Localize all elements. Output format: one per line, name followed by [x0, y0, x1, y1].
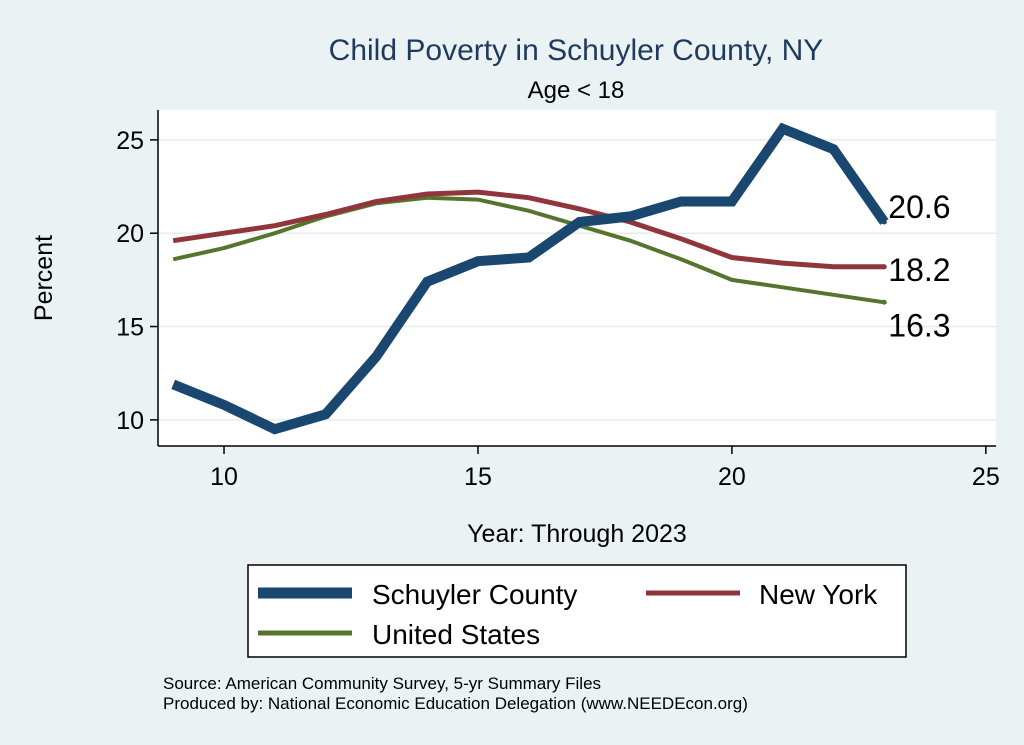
y-tick-label: 25: [116, 127, 144, 155]
series-end-point: [881, 219, 887, 225]
y-tick-label: 10: [116, 407, 144, 435]
x-tick-label: 15: [464, 463, 492, 491]
legend-label-united-states: United States: [372, 619, 540, 650]
x-axis-title: Year: Through 2023: [467, 520, 687, 548]
end-label-united-states: 16.3: [888, 307, 950, 343]
source-line-2: Produced by: National Economic Education…: [163, 694, 748, 713]
x-tick-label: 25: [972, 463, 1000, 491]
x-tick-label: 20: [718, 463, 746, 491]
series-lines: [171, 122, 889, 435]
end-label-new-york: 18.2: [888, 252, 950, 288]
series-line-united-states: [172, 195, 885, 305]
x-tick-labels: 10 15 20 25: [210, 463, 1000, 491]
y-tick-labels: 10 15 20 25: [116, 127, 144, 435]
legend-label-schuyler: Schuyler County: [372, 579, 577, 610]
end-label-schuyler: 20.6: [888, 189, 950, 225]
chart-title: Child Poverty in Schuyler County, NY: [329, 34, 824, 67]
legend-label-new-york: New York: [759, 579, 878, 610]
y-axis-title: Percent: [30, 235, 58, 321]
plot-area: [158, 110, 996, 446]
end-labels: 20.6 18.2 16.3: [888, 189, 950, 343]
gridlines: [158, 139, 996, 421]
series-line-new-york: [172, 189, 885, 270]
series-line-schuyler: [171, 122, 889, 435]
axes: [150, 110, 996, 454]
legend-box: [247, 564, 907, 658]
series-end-point: [881, 299, 887, 305]
series-end-point: [881, 264, 887, 270]
y-tick-label: 20: [116, 220, 144, 248]
y-tick-label: 15: [116, 314, 144, 342]
x-tick-label: 10: [210, 463, 238, 491]
legend: Schuyler County New York United States: [247, 564, 907, 658]
chart-subtitle: Age < 18: [528, 77, 625, 104]
source-line-1: Source: American Community Survey, 5-yr …: [163, 674, 601, 693]
